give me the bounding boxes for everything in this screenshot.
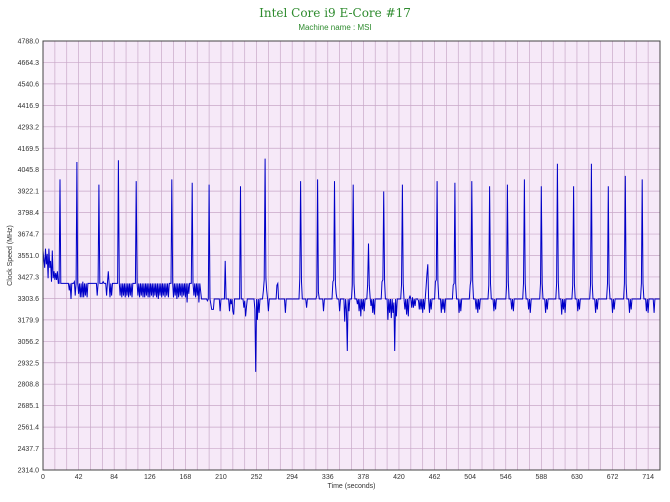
y-tick-label: 3179.9 [18,317,40,324]
x-tick-label: 462 [429,474,441,481]
y-tick-label: 4416.9 [18,103,40,110]
chart-subtitle: Machine name : MSI [298,23,372,32]
y-tick-label: 3056.2 [18,339,40,346]
y-tick-label: 4169.5 [18,146,40,153]
y-tick-label: 4788.0 [18,39,40,46]
x-tick-label: 0 [41,474,45,481]
x-axis-label: Time (seconds) [328,483,376,490]
x-tick-label: 672 [607,474,619,481]
y-tick-label: 4664.3 [18,60,40,67]
y-tick-label: 2808.8 [18,382,40,389]
y-tick-label: 3922.1 [18,189,40,196]
y-tick-label: 2437.7 [18,446,40,453]
clock-speed-series-line [42,158,660,372]
x-tick-label: 168 [180,474,192,481]
y-tick-label: 2314.0 [18,468,40,475]
chart-title: Intel Core i9 E-Core #17 [259,6,411,20]
x-tick-label: 126 [144,474,156,481]
x-tick-label: 504 [464,474,476,481]
tick-labels: 2314.0 2437.7 2561.4 2685.1 2808.8 2932.5 3056… [18,39,654,482]
y-tick-label: 3551.0 [18,253,40,260]
plot-frame [42,40,661,471]
y-tick-label: 4293.2 [18,124,40,131]
y-tick-label: 4540.6 [18,81,40,88]
x-tick-label: 294 [286,474,298,481]
y-tick-label: 3303.6 [18,296,40,303]
y-tick-label: 2561.4 [18,425,40,432]
y-tick-label: 3798.4 [18,210,40,217]
x-tick-label: 84 [110,474,118,481]
y-tick-label: 3427.3 [18,274,40,281]
x-tick-label: 546 [500,474,512,481]
y-tick-label: 2932.5 [18,360,40,367]
y-axis-label: Clock Speed (MHz) [7,225,14,286]
x-tick-label: 210 [215,474,227,481]
x-tick-label: 378 [358,474,370,481]
x-tick-label: 588 [536,474,548,481]
x-tick-label: 252 [251,474,263,481]
x-tick-label: 630 [571,474,583,481]
x-tick-label: 336 [322,474,334,481]
y-tick-label: 2685.1 [18,403,40,410]
x-tick-label: 42 [75,474,83,481]
x-tick-label: 420 [393,474,405,481]
y-tick-label: 4045.8 [18,167,40,174]
x-tick-label: 714 [642,474,654,481]
y-tick-label: 3674.7 [18,232,40,239]
